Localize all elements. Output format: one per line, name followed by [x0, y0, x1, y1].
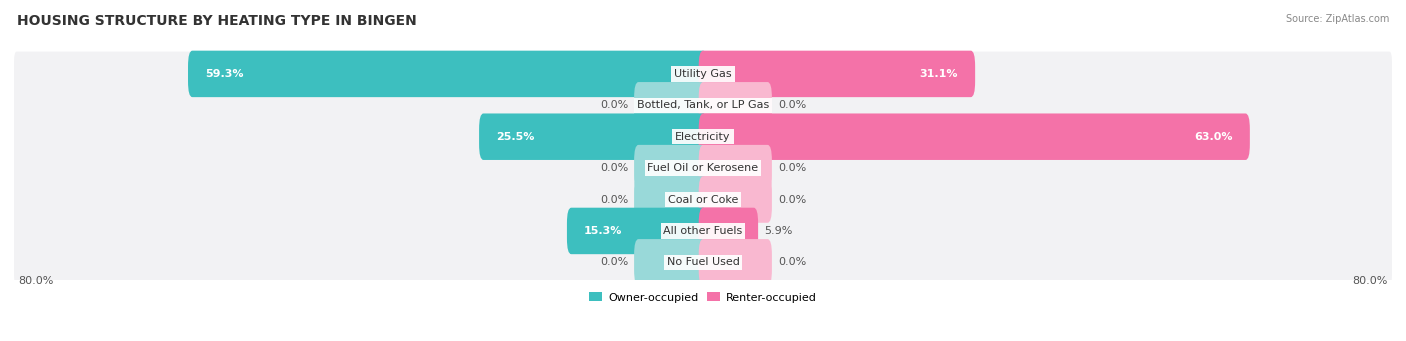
FancyBboxPatch shape: [14, 209, 1392, 253]
Text: 15.3%: 15.3%: [583, 226, 623, 236]
Text: 63.0%: 63.0%: [1194, 132, 1233, 142]
FancyBboxPatch shape: [634, 82, 707, 129]
FancyBboxPatch shape: [699, 114, 1250, 160]
FancyBboxPatch shape: [699, 82, 772, 129]
FancyBboxPatch shape: [699, 145, 772, 191]
Text: Fuel Oil or Kerosene: Fuel Oil or Kerosene: [647, 163, 759, 173]
Text: 0.0%: 0.0%: [778, 163, 806, 173]
FancyBboxPatch shape: [699, 176, 772, 223]
Text: 5.9%: 5.9%: [763, 226, 793, 236]
FancyBboxPatch shape: [699, 208, 758, 254]
FancyBboxPatch shape: [699, 51, 976, 97]
FancyBboxPatch shape: [14, 177, 1392, 222]
Text: 59.3%: 59.3%: [205, 69, 243, 79]
Text: 0.0%: 0.0%: [778, 100, 806, 110]
Text: 25.5%: 25.5%: [496, 132, 534, 142]
Text: 0.0%: 0.0%: [600, 100, 628, 110]
Text: All other Fuels: All other Fuels: [664, 226, 742, 236]
FancyBboxPatch shape: [699, 239, 772, 285]
Text: No Fuel Used: No Fuel Used: [666, 257, 740, 267]
Text: 0.0%: 0.0%: [600, 194, 628, 205]
FancyBboxPatch shape: [14, 83, 1392, 128]
Legend: Owner-occupied, Renter-occupied: Owner-occupied, Renter-occupied: [589, 292, 817, 303]
Text: Coal or Coke: Coal or Coke: [668, 194, 738, 205]
FancyBboxPatch shape: [14, 146, 1392, 190]
FancyBboxPatch shape: [14, 51, 1392, 96]
Text: 0.0%: 0.0%: [600, 163, 628, 173]
Text: 0.0%: 0.0%: [600, 257, 628, 267]
FancyBboxPatch shape: [14, 115, 1392, 159]
Text: Source: ZipAtlas.com: Source: ZipAtlas.com: [1285, 14, 1389, 24]
Text: 80.0%: 80.0%: [1353, 276, 1388, 286]
FancyBboxPatch shape: [567, 208, 707, 254]
FancyBboxPatch shape: [479, 114, 707, 160]
FancyBboxPatch shape: [634, 176, 707, 223]
FancyBboxPatch shape: [188, 51, 707, 97]
FancyBboxPatch shape: [634, 145, 707, 191]
Text: Bottled, Tank, or LP Gas: Bottled, Tank, or LP Gas: [637, 100, 769, 110]
Text: 80.0%: 80.0%: [18, 276, 53, 286]
Text: HOUSING STRUCTURE BY HEATING TYPE IN BINGEN: HOUSING STRUCTURE BY HEATING TYPE IN BIN…: [17, 14, 416, 28]
Text: 0.0%: 0.0%: [778, 257, 806, 267]
Text: 0.0%: 0.0%: [778, 194, 806, 205]
Text: Utility Gas: Utility Gas: [675, 69, 731, 79]
Text: 31.1%: 31.1%: [920, 69, 957, 79]
FancyBboxPatch shape: [634, 239, 707, 285]
Text: Electricity: Electricity: [675, 132, 731, 142]
FancyBboxPatch shape: [14, 240, 1392, 285]
